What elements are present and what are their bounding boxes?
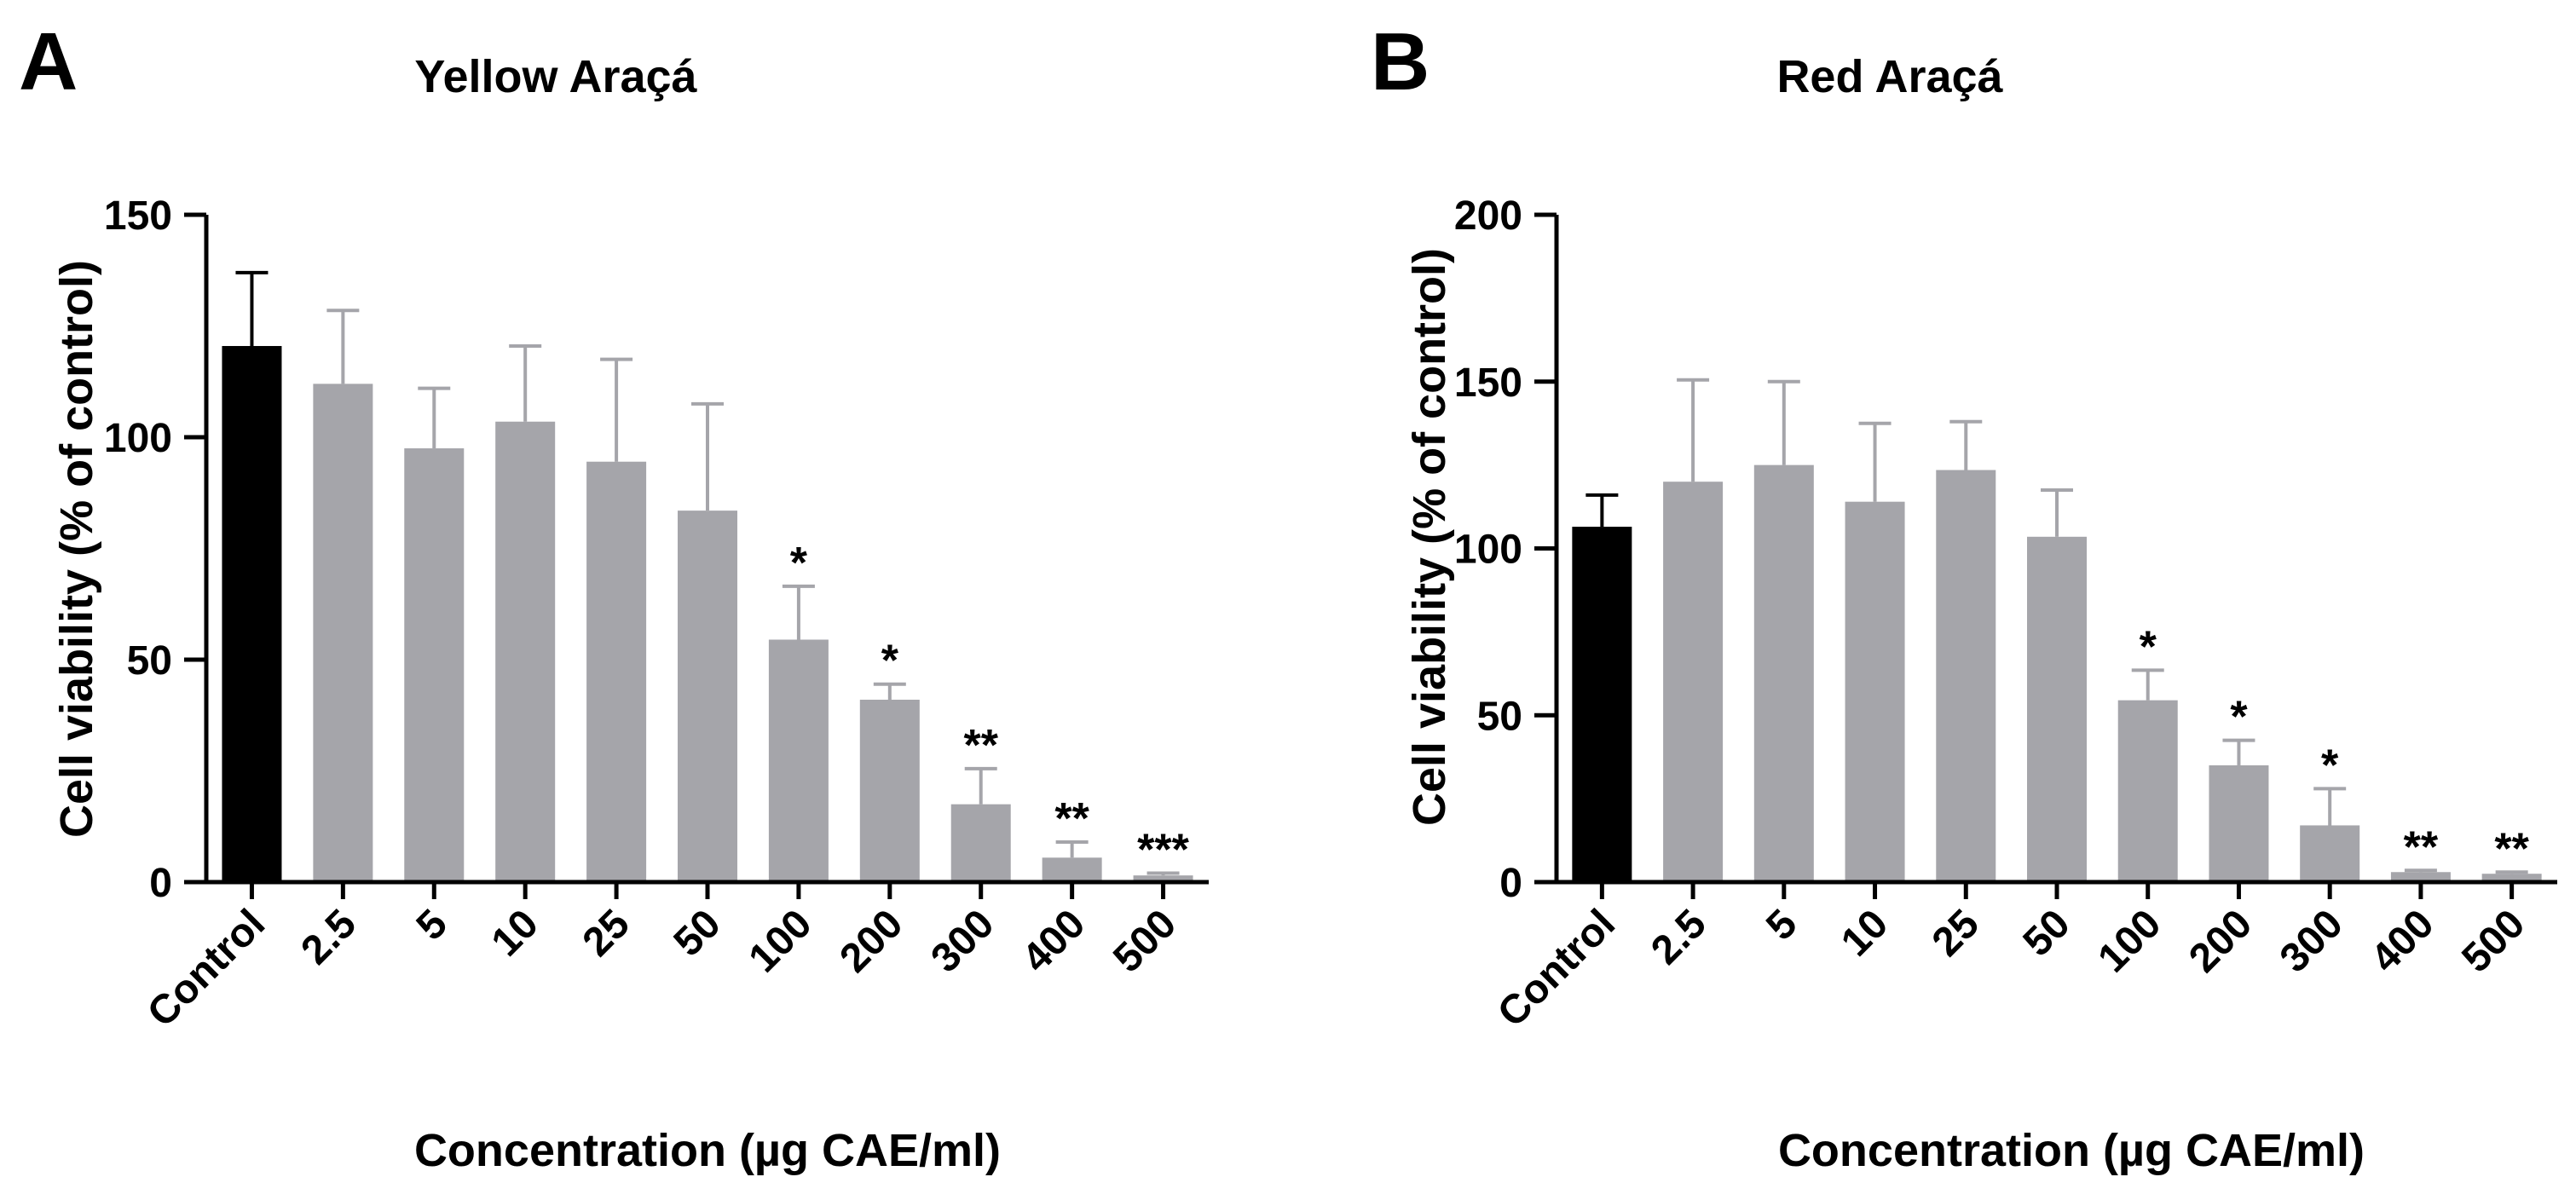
y-tick-label: 150 bbox=[1454, 361, 1522, 406]
x-tick-label: 25 bbox=[575, 901, 638, 965]
bar bbox=[1936, 470, 1996, 882]
significance-marker: * bbox=[2321, 741, 2339, 790]
x-axis-label: Concentration (µg CAE/ml) bbox=[1778, 1125, 2365, 1176]
bar bbox=[950, 804, 1011, 882]
y-axis-label: Cell viability (% of control) bbox=[51, 260, 102, 838]
significance-marker: ** bbox=[2494, 824, 2529, 874]
significance-marker: ** bbox=[2404, 822, 2439, 872]
x-tick-label: 200 bbox=[831, 901, 911, 981]
significance-marker: * bbox=[881, 637, 899, 686]
x-tick-label: Control bbox=[139, 901, 274, 1036]
bar bbox=[586, 461, 647, 882]
bar bbox=[1042, 857, 1102, 882]
bar bbox=[1753, 464, 1814, 882]
x-tick-label: 300 bbox=[2272, 901, 2352, 981]
significance-marker: *** bbox=[1137, 826, 1189, 875]
x-tick-label: 25 bbox=[1924, 901, 1988, 965]
x-tick-label: 10 bbox=[483, 901, 547, 965]
bar bbox=[2390, 872, 2451, 882]
bar bbox=[1133, 875, 1193, 882]
significance-marker: * bbox=[790, 539, 808, 588]
plot-area: Control 2.5 5 10 25 50 * 100 * 200 * 300 ** 400 ** 500 0… bbox=[1454, 193, 2557, 1036]
x-tick-label: 5 bbox=[1758, 901, 1805, 949]
x-tick-label: 400 bbox=[2363, 901, 2443, 981]
panel-letter: B bbox=[1371, 16, 1430, 107]
bar bbox=[2481, 874, 2542, 882]
bar bbox=[2300, 825, 2360, 882]
panel-letter: A bbox=[19, 16, 78, 107]
x-tick-label: Control bbox=[1489, 901, 1624, 1036]
bar bbox=[1663, 482, 1724, 882]
bar bbox=[768, 639, 829, 882]
plot-area: Control 2.5 5 10 25 50 * 100 * 200 ** 300 ** 400 *** 50… bbox=[104, 193, 1209, 1036]
x-tick-label: 500 bbox=[2453, 901, 2533, 981]
x-tick-label: 2.5 bbox=[1643, 901, 1715, 973]
chart-title: Red Araçá bbox=[1776, 51, 2003, 102]
bar bbox=[313, 384, 373, 882]
bar bbox=[859, 699, 920, 882]
x-tick-label: 100 bbox=[741, 901, 821, 981]
significance-marker: ** bbox=[1054, 794, 1089, 844]
significance-marker: ** bbox=[963, 721, 998, 770]
y-tick-label: 0 bbox=[1499, 861, 1522, 906]
y-axis-label: Cell viability (% of control) bbox=[1404, 248, 1455, 826]
y-tick-label: 100 bbox=[1454, 528, 1522, 573]
bar bbox=[2209, 764, 2269, 882]
y-tick-label: 150 bbox=[104, 193, 172, 239]
y-tick-label: 100 bbox=[104, 416, 172, 461]
x-tick-label: 50 bbox=[2015, 901, 2079, 965]
bar bbox=[2027, 536, 2087, 882]
y-tick-label: 50 bbox=[1477, 694, 1522, 739]
bar bbox=[495, 421, 556, 883]
bar bbox=[404, 448, 465, 882]
x-axis-label: Concentration (µg CAE/ml) bbox=[414, 1125, 1001, 1176]
x-tick-label: 200 bbox=[2180, 901, 2261, 981]
x-tick-label: 500 bbox=[1105, 901, 1185, 981]
x-tick-label: 50 bbox=[666, 901, 730, 965]
panel-a: A Yellow Araçá Cell viability (% of cont… bbox=[19, 16, 1209, 1176]
x-tick-label: 5 bbox=[408, 901, 456, 949]
y-tick-label: 50 bbox=[127, 638, 172, 684]
panel-b: B Red Araçá Cell viability (% of control… bbox=[1371, 16, 2557, 1176]
x-tick-label: 2.5 bbox=[292, 901, 365, 973]
bar bbox=[222, 345, 282, 882]
x-tick-label: 100 bbox=[2089, 901, 2169, 981]
bar bbox=[2117, 700, 2178, 882]
bar bbox=[678, 511, 737, 882]
bar bbox=[1572, 527, 1632, 882]
x-tick-label: 400 bbox=[1014, 901, 1094, 981]
x-tick-label: 10 bbox=[1833, 901, 1897, 965]
y-tick-label: 200 bbox=[1454, 193, 1522, 239]
bar bbox=[1845, 501, 1905, 882]
significance-marker: * bbox=[2140, 622, 2157, 672]
significance-marker: * bbox=[2230, 693, 2248, 742]
chart-title: Yellow Araçá bbox=[414, 51, 697, 102]
y-tick-label: 0 bbox=[149, 861, 172, 906]
x-tick-label: 300 bbox=[922, 901, 1002, 981]
